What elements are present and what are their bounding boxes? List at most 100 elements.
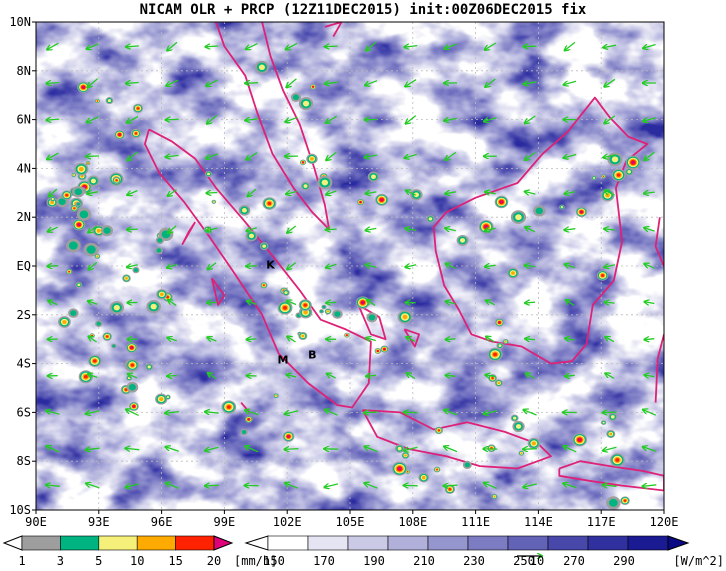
wind-vector <box>603 485 617 486</box>
wind-vector <box>245 83 259 84</box>
precip-cell <box>535 207 544 215</box>
wind-vector <box>168 189 177 196</box>
wind-vector <box>486 337 495 343</box>
graticule <box>36 22 664 510</box>
vector-reference-label: 10 <box>530 554 544 568</box>
wind-vector <box>207 228 218 231</box>
precip-cell <box>368 314 376 321</box>
lon-tick-label: 96E <box>151 515 173 529</box>
precip-cell <box>130 363 135 367</box>
wind-vector <box>444 446 458 453</box>
wind-vector <box>485 375 496 377</box>
precip-cell <box>127 376 131 380</box>
precip-cell <box>72 174 75 176</box>
wind-vector <box>165 447 179 452</box>
wind-vector <box>446 264 456 269</box>
wind-vector <box>326 302 337 303</box>
wind-vector <box>406 190 416 196</box>
wind-vector <box>287 301 297 305</box>
place-label: K <box>266 258 275 271</box>
olr-tick-label: 210 <box>413 554 435 568</box>
precip-cell <box>247 418 250 421</box>
wind-vector <box>46 119 60 120</box>
wind-vector <box>565 264 576 267</box>
olr-tick-label: 170 <box>313 554 335 568</box>
precip-cell <box>541 510 544 513</box>
wind-vector <box>603 45 617 47</box>
wind-vector <box>365 80 378 86</box>
precip-cell <box>86 245 96 254</box>
wind-vector <box>405 79 417 87</box>
precip-cell <box>397 446 402 451</box>
wind-vector <box>167 264 178 268</box>
precip-cell <box>602 421 605 424</box>
precip-cell <box>520 452 523 455</box>
precip-cell <box>207 172 211 176</box>
precip-cell <box>78 167 84 172</box>
wind-vector <box>564 229 576 230</box>
precip-cell <box>83 374 88 379</box>
precip-cell <box>498 344 502 348</box>
precip-cell <box>241 430 247 435</box>
precip-cell <box>275 394 277 397</box>
precip-cell <box>504 340 507 343</box>
wind-vector <box>484 118 497 122</box>
precip-cell <box>292 94 300 101</box>
wind-vector <box>245 119 259 121</box>
wind-vector <box>246 152 258 160</box>
precip-cell <box>484 225 488 229</box>
wind-vector <box>644 228 655 231</box>
precip-cell <box>147 365 151 369</box>
prcp-tick-label: 1 <box>18 554 25 568</box>
lat-tick-label: 4S <box>17 357 31 371</box>
wind-vector <box>484 483 497 489</box>
wind-vector <box>287 336 296 343</box>
wind-vectors <box>46 41 657 489</box>
olr-color-swatch <box>627 535 669 551</box>
precip-cell <box>112 344 116 348</box>
wind-vector <box>644 264 655 269</box>
precip-cell <box>437 429 441 432</box>
lon-tick-label: 117E <box>587 515 616 529</box>
wind-vector <box>444 410 458 416</box>
wind-vector <box>446 339 456 340</box>
wind-vector <box>366 375 376 376</box>
prcp-tick-label: 5 <box>95 554 102 568</box>
precip-cell <box>448 487 452 491</box>
wind-vector <box>246 266 258 267</box>
precip-cell <box>213 201 215 203</box>
lat-tick-label: 8S <box>17 454 31 468</box>
wind-vector <box>524 410 537 416</box>
precip-cell <box>371 174 376 179</box>
wind-vector <box>605 337 615 343</box>
wind-vector <box>484 411 498 414</box>
precip-cell <box>166 396 170 399</box>
wind-vector <box>366 192 377 194</box>
olr-color-swatch <box>547 535 589 551</box>
wind-vector <box>364 483 378 489</box>
precip-cell <box>90 178 97 184</box>
wind-vector <box>564 81 577 85</box>
wind-vector <box>126 46 139 47</box>
precip-cell <box>107 99 112 103</box>
precip-cell <box>497 381 501 385</box>
wind-vector <box>286 78 297 87</box>
prcp-tick-label: 20 <box>207 554 221 568</box>
olr-colorbar-low-arrow <box>244 535 269 551</box>
wind-vector <box>127 115 139 123</box>
wind-vector <box>365 155 378 157</box>
precip-cell <box>406 471 409 473</box>
wind-vector <box>167 338 178 341</box>
precip-cell <box>312 86 314 88</box>
precip-cell <box>125 277 128 280</box>
wind-vector <box>127 151 138 160</box>
precip-cell <box>118 133 121 136</box>
wind-vector <box>127 265 138 268</box>
precip-cell <box>74 188 83 196</box>
wind-vector <box>285 116 298 122</box>
wind-vector <box>566 300 575 306</box>
precip-cell <box>580 210 583 214</box>
wind-vector <box>86 411 100 414</box>
precip-cell <box>159 292 164 296</box>
wind-vector <box>643 43 656 49</box>
